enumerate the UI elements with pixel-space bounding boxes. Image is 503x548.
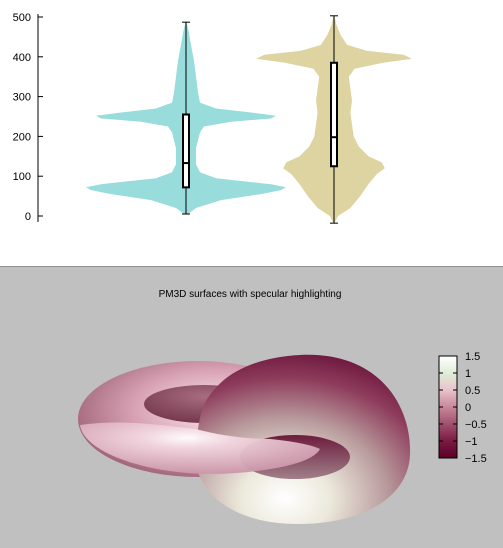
violin-2-box	[330, 61, 338, 168]
violin-plot-panel: 0 100 200 300 400 500	[0, 0, 503, 265]
colorbar-tick-label: 1	[465, 368, 471, 380]
y-tick-label: 400	[13, 52, 31, 64]
y-tick-label: 300	[13, 92, 31, 104]
y-tick-label: 0	[25, 211, 31, 223]
colorbar: 1.5 1 0.5 0 −0.5 −1 −1.5	[438, 351, 487, 465]
surface-plot: PM3D surfaces with specular highlighting…	[78, 289, 487, 525]
y-tick-label: 200	[13, 131, 31, 143]
violin-plot: 0 100 200 300 400 500	[13, 12, 412, 224]
violin-1-box	[182, 113, 190, 189]
left-torus-front-band	[80, 422, 320, 474]
colorbar-tick-label: 1.5	[465, 351, 480, 363]
y-tick-label: 100	[13, 171, 31, 183]
surface-plot-panel: PM3D surfaces with specular highlighting…	[0, 266, 503, 548]
colorbar-tick-label: 0	[465, 402, 471, 414]
colorbar-tick-label: −1	[465, 436, 478, 448]
colorbar-tick-label: −1.5	[465, 453, 487, 465]
colorbar-tick-label: 0.5	[465, 385, 480, 397]
surface-plot-title: PM3D surfaces with specular highlighting	[159, 289, 342, 300]
y-tick-label: 500	[13, 12, 31, 24]
colorbar-tick-label: −0.5	[465, 419, 487, 431]
